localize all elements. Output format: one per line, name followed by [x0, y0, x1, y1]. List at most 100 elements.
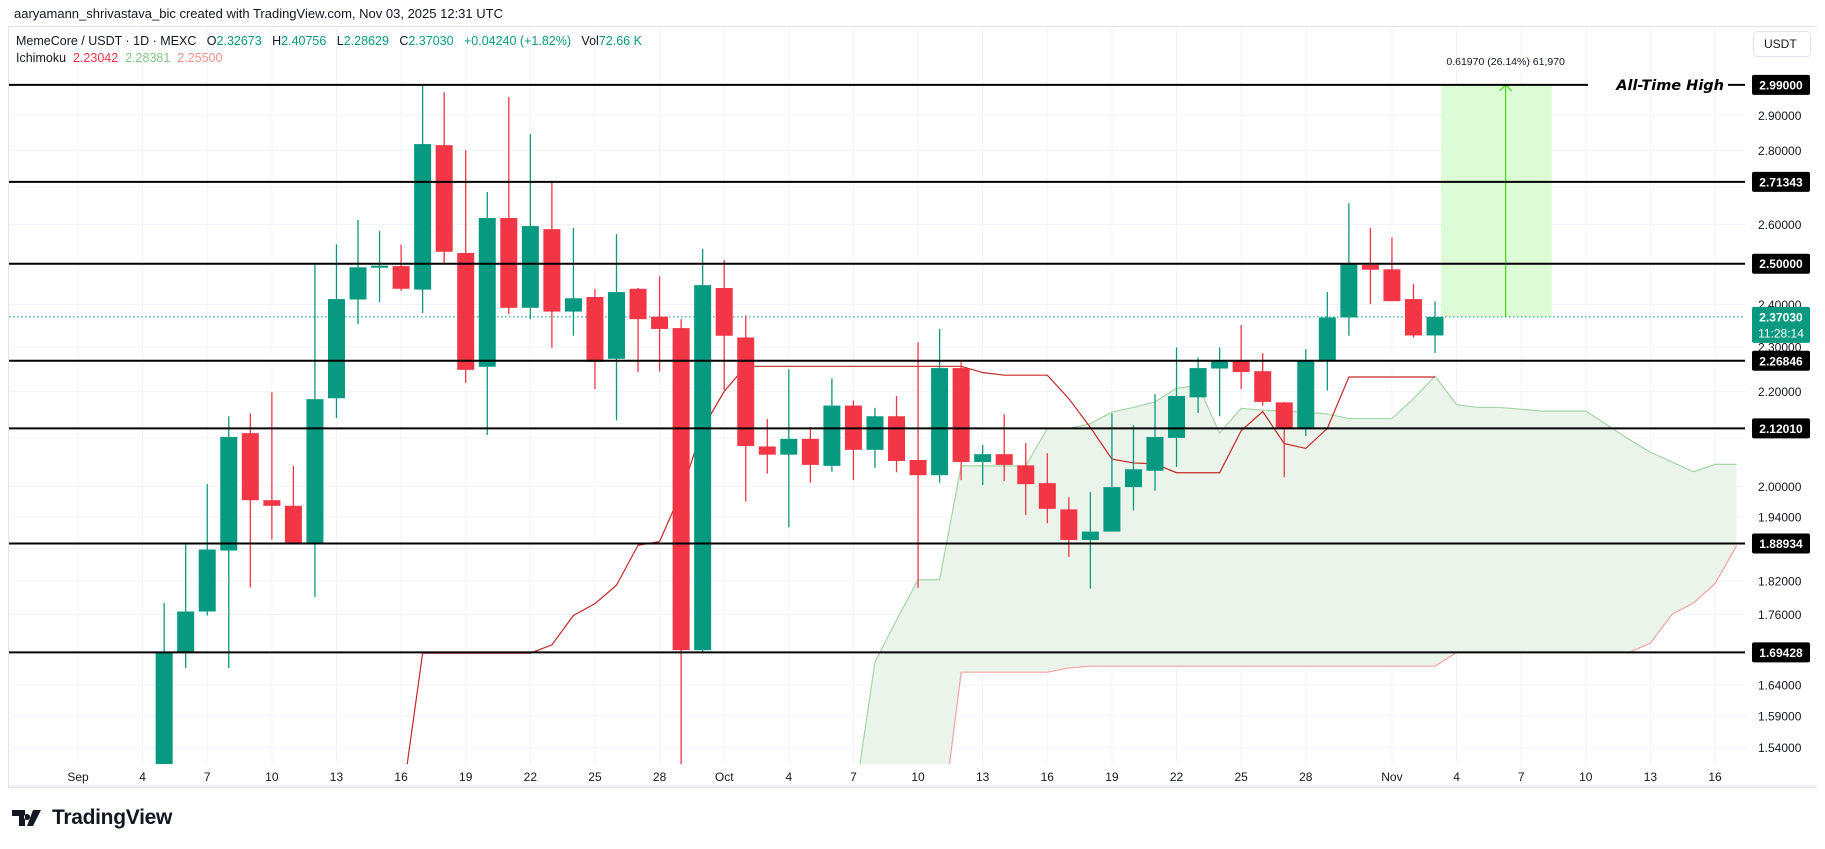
candle[interactable]	[306, 264, 324, 597]
x-tick-label: Nov	[1381, 770, 1402, 784]
x-tick-label: 7	[204, 770, 211, 784]
candle[interactable]	[220, 416, 238, 668]
candle[interactable]	[694, 249, 712, 654]
candle[interactable]	[823, 378, 841, 472]
candle-body	[1038, 483, 1056, 509]
candle[interactable]	[995, 414, 1013, 482]
x-tick-label: 28	[653, 770, 667, 784]
ichimoku-value-1: 2.23042	[72, 51, 119, 65]
y-tick-label: 2.00000	[1758, 480, 1802, 494]
candle[interactable]	[1232, 325, 1250, 390]
candle[interactable]	[651, 276, 669, 372]
candle[interactable]	[931, 328, 949, 483]
candle[interactable]	[801, 427, 819, 483]
y-tick-label: 1.94000	[1758, 511, 1802, 525]
candle[interactable]	[1383, 237, 1401, 302]
candle-body	[1124, 469, 1142, 488]
candle[interactable]	[177, 544, 195, 668]
candle[interactable]	[414, 84, 432, 313]
candle[interactable]	[608, 234, 625, 421]
y-tick-label: 1.59000	[1758, 709, 1802, 723]
candle[interactable]	[909, 342, 927, 589]
candle-body	[1211, 360, 1229, 369]
candle[interactable]	[586, 288, 604, 390]
candle[interactable]	[521, 133, 539, 320]
candle[interactable]	[371, 231, 389, 302]
candle[interactable]	[1060, 497, 1078, 557]
candle[interactable]	[1211, 347, 1229, 417]
candle-body	[177, 611, 195, 653]
price-axis[interactable]: 2.900002.800002.600002.400002.300002.200…	[1745, 27, 1817, 764]
ohlc-row[interactable]: MemeCore / USDT · 1D · MEXC O2.32673 H2.…	[16, 33, 642, 50]
candle[interactable]	[1404, 283, 1422, 338]
level-price-tag	[1752, 533, 1810, 554]
candle[interactable]	[1426, 301, 1444, 353]
candle[interactable]	[974, 445, 992, 486]
candle[interactable]	[1017, 443, 1035, 515]
candle[interactable]	[1124, 425, 1142, 511]
candle-body	[371, 265, 389, 268]
candle[interactable]	[155, 603, 173, 843]
candle[interactable]	[1081, 492, 1099, 589]
candle-body	[995, 454, 1013, 465]
candle[interactable]	[629, 287, 647, 373]
candle[interactable]	[241, 413, 259, 588]
candle[interactable]	[284, 465, 302, 544]
currency-button[interactable]: USDT	[1753, 31, 1811, 57]
candle[interactable]	[1254, 353, 1272, 406]
candle[interactable]	[866, 407, 884, 468]
candle[interactable]	[564, 227, 582, 336]
candle[interactable]	[1340, 203, 1358, 336]
candle[interactable]	[198, 484, 216, 616]
candle-body	[931, 368, 949, 476]
candle-body	[457, 252, 475, 370]
candle[interactable]	[1189, 357, 1207, 413]
candle[interactable]	[327, 244, 345, 419]
y-tick-label: 1.64000	[1758, 678, 1802, 692]
x-tick-label: 13	[1644, 770, 1658, 784]
candle[interactable]	[392, 244, 410, 291]
time-axis[interactable]: Sep 4 7 10 13 16 19 22 25 28 Oct 4 7 10 13 16 19 22 25 28 No…	[67, 770, 1722, 784]
candle-body	[1017, 465, 1035, 485]
candle[interactable]	[672, 319, 690, 774]
candle[interactable]	[758, 419, 776, 474]
x-tick-label: 13	[976, 770, 990, 784]
x-tick-label: 7	[850, 770, 857, 784]
candle[interactable]	[1361, 227, 1379, 305]
candle-body	[801, 438, 819, 465]
candle[interactable]	[888, 395, 906, 473]
price-axis-bg	[1745, 27, 1817, 764]
candle[interactable]	[478, 192, 496, 436]
level-price-tag	[1752, 350, 1810, 371]
candle[interactable]	[1038, 453, 1056, 524]
candle[interactable]	[780, 369, 798, 528]
volume-value: 72.66 K	[598, 34, 642, 48]
price-range-measure[interactable]	[1441, 84, 1552, 317]
candle[interactable]	[457, 150, 475, 383]
candle[interactable]	[844, 400, 862, 481]
x-tick-label: 25	[588, 770, 602, 784]
tradingview-logo[interactable]: TradingView	[12, 806, 172, 830]
candle[interactable]	[435, 92, 453, 264]
candle[interactable]	[263, 392, 281, 540]
candle-body	[629, 288, 647, 320]
candle[interactable]	[349, 219, 367, 325]
candle-body	[1297, 360, 1315, 429]
candle[interactable]	[1318, 292, 1336, 391]
candle[interactable]	[952, 362, 970, 481]
candle[interactable]	[737, 315, 755, 502]
ichimoku-leading-span-a	[859, 375, 1737, 764]
y-tick-label: 1.54000	[1758, 741, 1802, 755]
ichimoku-base-line	[406, 365, 1436, 764]
x-tick-label: 19	[1105, 770, 1119, 784]
ichimoku-row[interactable]: Ichimoku 2.23042 2.28381 2.25500	[16, 50, 642, 67]
x-tick-label: 16	[1041, 770, 1055, 784]
candle[interactable]	[1297, 349, 1315, 436]
candle[interactable]	[500, 97, 518, 315]
candle[interactable]	[715, 260, 733, 391]
candle[interactable]	[1275, 401, 1293, 478]
x-tick-label: 4	[785, 770, 792, 784]
candle[interactable]	[1146, 394, 1164, 491]
candle[interactable]	[1103, 413, 1121, 532]
